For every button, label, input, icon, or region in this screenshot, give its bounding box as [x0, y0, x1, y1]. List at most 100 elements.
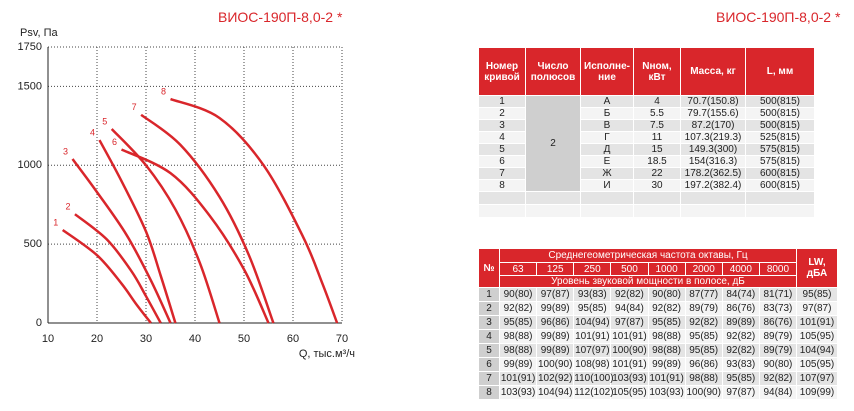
table-cell: 92(82): [610, 287, 649, 302]
noise-table: № Среднегеометрическая частота октавы, Гц…: [478, 248, 838, 400]
curve-label: 3: [63, 146, 68, 156]
table-cell: 109(99): [796, 385, 838, 400]
table-cell: [478, 204, 526, 218]
table-row: 2 92(82) 99(89) 95(85) 94(84) 92(82) 89(79) 86(…: [478, 301, 838, 316]
table-cell: 5: [478, 343, 500, 358]
table-cell: И: [580, 179, 634, 192]
curve-label: 2: [65, 202, 70, 212]
table-cell: Е: [580, 155, 634, 168]
table-cell: 11: [633, 131, 681, 144]
table-cell: Б: [580, 107, 634, 120]
curve: [71, 158, 172, 324]
y-tick-label: 1750: [18, 41, 42, 53]
table-cell: 95(85): [647, 315, 686, 330]
table-cell: 2: [525, 95, 581, 192]
table-cell: 101(91): [610, 329, 649, 344]
table-cell: 103(93): [498, 385, 538, 400]
table-cell: 110(100): [573, 371, 614, 386]
table-cell: №: [478, 248, 500, 288]
curve: [140, 113, 275, 324]
curve: [98, 139, 177, 324]
table-cell: 30: [633, 179, 681, 192]
y-tick-label: 1500: [18, 80, 42, 92]
table-cell: 100(90): [536, 357, 575, 372]
table-row: 6 99(89) 100(90) 108(98) 101(91) 99(89) 96(86)…: [478, 357, 838, 372]
table-cell: 101(91): [610, 357, 649, 372]
table-cell: 1: [478, 95, 526, 108]
table-cell: [745, 191, 815, 205]
table-cell: 95(85): [498, 315, 538, 330]
table-cell: 149.3(300): [680, 143, 746, 156]
y-tick-label: 500: [24, 238, 42, 250]
table-cell: 6: [478, 357, 500, 372]
table-cell: 92(82): [498, 301, 538, 316]
x-tick-label: 10: [42, 333, 54, 345]
table-cell: 8: [478, 179, 526, 192]
table-cell: 95(85): [684, 329, 723, 344]
table-cell: 92(82): [758, 371, 798, 386]
table-row: 63 125 250 500 1000 2000 4000 8000: [479, 262, 838, 276]
table-row: 5 Д 15 149.3(300) 575(815): [478, 143, 815, 156]
chart-title: ВИОС-190П-8,0-2 *: [218, 9, 343, 25]
table-cell: Номер кривой: [478, 47, 526, 96]
table-row: 4 Г 11 107.3(219.3) 525(815): [478, 131, 815, 144]
table-row: № Среднегеометрическая частота октавы, Гц…: [478, 248, 838, 288]
table-cell: Масса, кг: [680, 47, 746, 96]
y-tick-label: 0: [36, 317, 42, 329]
table-cell: А: [580, 95, 634, 108]
y-tick-label: 1000: [18, 159, 42, 171]
table-cell: 15: [633, 143, 681, 156]
table-cell: 197.2(382.4): [680, 179, 746, 192]
table-cell: 97(87): [610, 315, 649, 330]
table-cell: [633, 204, 681, 218]
table-cell: 2: [478, 107, 526, 120]
table-row: 8 103(93) 104(94) 112(102) 105(95) 103(93) 100…: [478, 385, 838, 400]
table-cell: 102(92): [536, 371, 575, 386]
table-cell: 92(82): [684, 315, 723, 330]
table-cell: Г: [580, 131, 634, 144]
table-cell: 5.5: [633, 107, 681, 120]
table-cell: 97(87): [536, 287, 575, 302]
table-cell: Исполне- ние: [580, 47, 634, 96]
curve-label: 1: [53, 217, 58, 227]
curve-label: 8: [161, 86, 166, 96]
table-cell: 92(82): [647, 301, 686, 316]
table-cell: 90(80): [758, 357, 798, 372]
table-cell: 90(80): [647, 287, 686, 302]
table-cell: LW, дБА: [796, 248, 838, 288]
table-cell: 98(88): [498, 329, 538, 344]
table-cell: 89(79): [758, 343, 798, 358]
table-cell: 98(88): [647, 329, 686, 344]
table-cell: 500: [610, 262, 649, 276]
table-cell: 99(89): [536, 301, 575, 316]
curve-label: 5: [102, 116, 107, 126]
table-cell: 154(316.3): [680, 155, 746, 168]
table-row: 7 Ж 22 178.2(362.5) 600(815): [478, 167, 815, 180]
table-cell: 1000: [647, 262, 686, 276]
table-cell: 525(815): [745, 131, 815, 144]
table-row: [478, 191, 815, 205]
curve: [74, 213, 162, 324]
table-row: 1 2 А 4 70.7(150.8) 500(815): [478, 95, 815, 192]
y-axis-label: Psv, Па: [20, 27, 59, 39]
table-cell: 99(89): [498, 357, 538, 372]
table-cell: [580, 191, 634, 205]
table-cell: 89(79): [758, 329, 798, 344]
table-cell: 103(93): [610, 371, 649, 386]
table-cell: [633, 191, 681, 205]
table-cell: 96(86): [684, 357, 723, 372]
table-cell: 93(83): [721, 357, 760, 372]
table-cell: 600(815): [745, 179, 815, 192]
table-cell: 107.3(219.3): [680, 131, 746, 144]
table-cell: 104(94): [796, 343, 838, 358]
table-row: Номер кривой Число полюсов Исполне- ние Nно…: [478, 47, 815, 96]
table-cell: 101(91): [796, 315, 838, 330]
fan-table: Номер кривой Число полюсов Исполне- ние Nно…: [478, 47, 815, 218]
table-cell: 112(102): [573, 385, 614, 400]
table-cell: [525, 191, 581, 205]
table-cell: 107(97): [796, 371, 838, 386]
x-axis-label: Q, тыс.м³/ч: [299, 348, 355, 360]
table-cell: 92(82): [721, 343, 760, 358]
table-cell: 575(815): [745, 143, 815, 156]
